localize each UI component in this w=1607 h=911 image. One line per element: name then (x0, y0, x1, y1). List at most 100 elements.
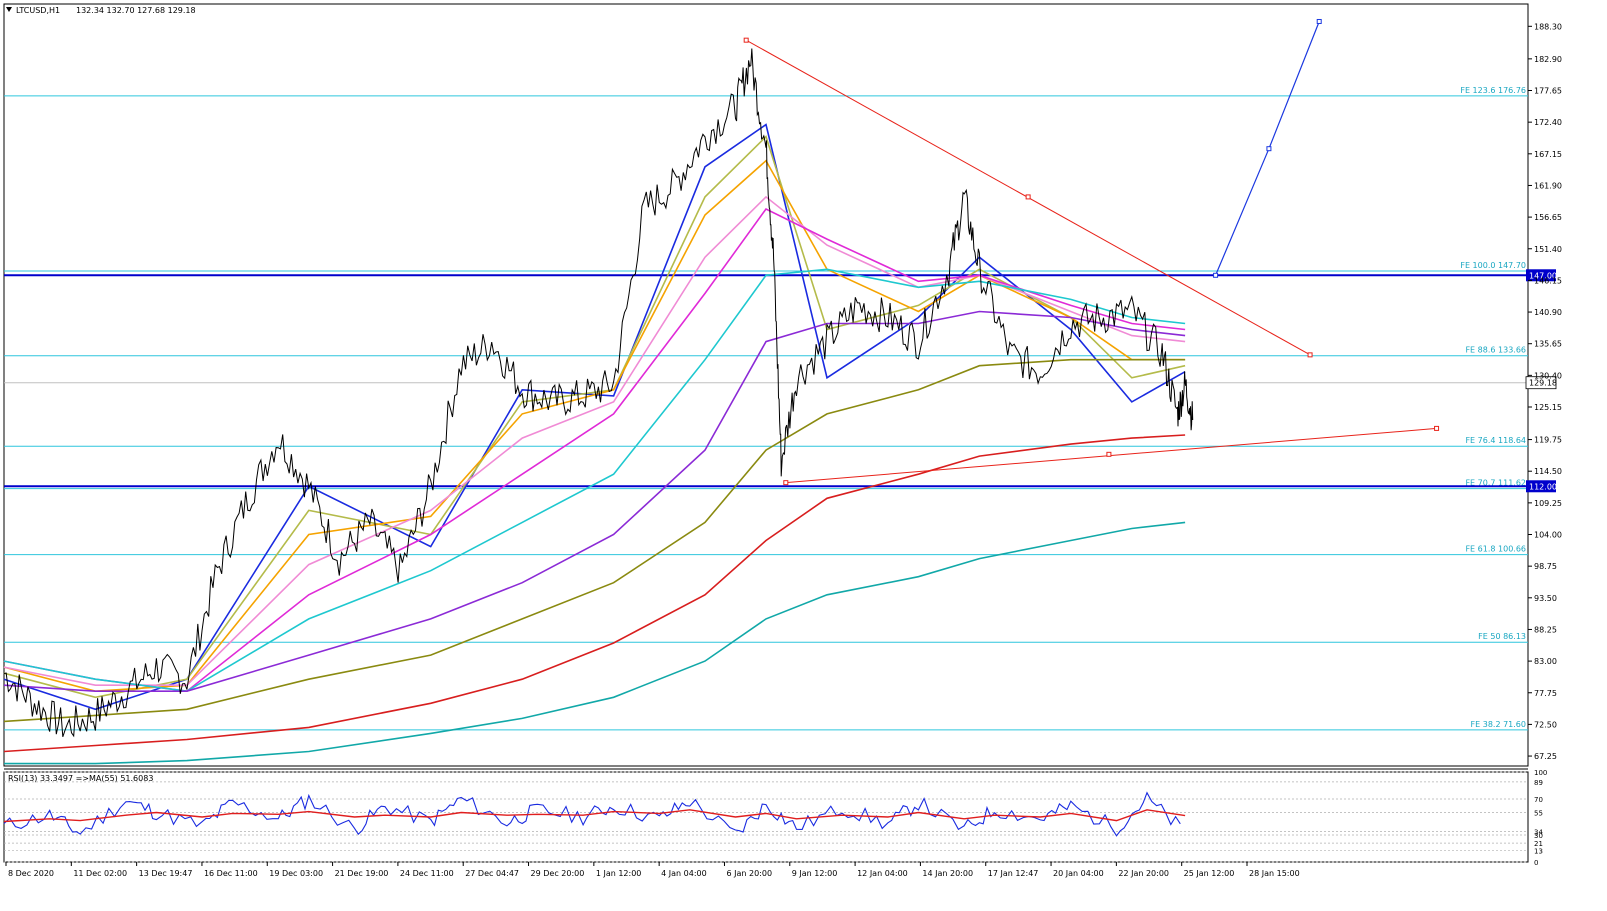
price-tick-label: 182.90 (1534, 55, 1562, 64)
price-tick-label: 130.40 (1534, 371, 1562, 380)
rsi-frame (3, 771, 1529, 863)
price-tick-label: 135.65 (1534, 340, 1562, 349)
trendline-anchor (1106, 451, 1112, 457)
time-tick-label: 21 Dec 19:00 (335, 869, 389, 878)
trendline-anchor (1025, 194, 1031, 200)
horizontal-level-label: 147.00 (1529, 271, 1557, 280)
symbol-label: LTCUSD,H1 (16, 6, 60, 15)
price-tick-label: 161.90 (1534, 181, 1562, 190)
ma-cyan-line (3, 268, 1186, 693)
price-series (3, 48, 1194, 738)
rsi-tick-label: 34 (1534, 828, 1543, 836)
price-tick-label: 72.50 (1534, 720, 1557, 729)
price-tick-label: 93.50 (1534, 594, 1557, 603)
time-tick-label: 9 Jan 12:00 (792, 869, 838, 878)
time-tick-label: 20 Jan 04:00 (1053, 869, 1104, 878)
rsi-tick-label: 89 (1534, 779, 1543, 787)
time-tick-label: 25 Jan 12:00 (1184, 869, 1235, 878)
fib-level-label: FE 88.6 133.66 (1465, 346, 1526, 355)
time-axis: 8 Dec 2020 11 Dec 02:00 13 Dec 19:47 16 Dec… (5, 862, 1300, 878)
moving-averages (3, 123, 1186, 765)
price-tick-label: 104.00 (1534, 531, 1562, 540)
price-tick-label: 177.65 (1534, 87, 1562, 96)
price-tick-label: 167.15 (1534, 150, 1562, 159)
ma-teal-line (4, 521, 1186, 765)
ma-red-line (3, 434, 1186, 753)
chart-header: LTCUSD,H1 132.34 132.70 127.68 129.18 (6, 6, 196, 15)
current-price-label: 129.18 (1529, 379, 1557, 388)
fib-level-label: FE 50 86.13 (1478, 632, 1526, 641)
ma-yellowgreen-line (3, 135, 1186, 699)
rsi-tick-label: 13 (1534, 847, 1543, 855)
time-tick-label: 14 Jan 20:00 (922, 869, 973, 878)
time-tick-label: 12 Jan 04:00 (857, 869, 908, 878)
rsi-tick-label: 55 (1534, 810, 1543, 818)
ma-magenta-line (3, 207, 1186, 693)
time-tick-label: 19 Dec 03:00 (269, 869, 323, 878)
price-tick-label: 119.75 (1534, 436, 1562, 445)
horizontal-level-tag (1526, 480, 1556, 493)
main-frame (3, 3, 1529, 767)
price-tick-label: 188.30 (1534, 22, 1562, 31)
time-tick-label: 27 Dec 04:47 (465, 869, 519, 878)
fibonacci-levels: FE 123.6 176.76 FE 100.0 147.70 FE 88.6 13… (4, 86, 1557, 731)
trendline-anchor (1434, 425, 1440, 431)
ohlc-readout: 132.34 132.70 127.68 129.18 (76, 6, 196, 15)
price-tick-label: 109.25 (1534, 499, 1562, 508)
trendline-anchor (783, 480, 789, 486)
fib-level-label: FE 100.0 147.70 (1460, 261, 1526, 270)
projection-anchor (1316, 18, 1322, 24)
price-tick-label: 156.65 (1534, 213, 1562, 222)
rsi-tick-label: 100 (1534, 769, 1547, 777)
projection-anchor (1266, 146, 1272, 152)
time-tick-label: 17 Jan 12:47 (988, 869, 1039, 878)
horizontal-level-label: 112.00 (1529, 482, 1557, 491)
price-axis: 188.30 182.90 177.65 172.40 167.15 161.90 156.… (1528, 22, 1562, 761)
rsi-tick-label: 21 (1534, 840, 1543, 848)
price-tick-label: 77.75 (1534, 689, 1557, 698)
fib-level-label: FE 38.2 71.60 (1471, 720, 1526, 729)
time-tick-label: 8 Dec 2020 (8, 869, 54, 878)
time-tick-label: 11 Dec 02:00 (73, 869, 127, 878)
price-tick-label: 146.15 (1534, 276, 1562, 285)
rsi-tick-label: 70 (1534, 796, 1543, 804)
time-tick-label: 4 Jan 04:00 (661, 869, 707, 878)
fib-level-label: FE 70.7 111.62 (1465, 479, 1526, 488)
time-tick-label: 29 Dec 20:00 (531, 869, 585, 878)
time-tick-label: 16 Dec 11:00 (204, 869, 258, 878)
time-tick-label: 22 Jan 20:00 (1118, 869, 1169, 878)
price-tick-label: 83.00 (1534, 657, 1557, 666)
rsi-label: RSI(13) 33.3497 =>MA(55) 51.6083 (8, 774, 153, 783)
time-tick-label: 28 Jan 15:00 (1249, 869, 1300, 878)
trendline-anchor (1307, 352, 1313, 358)
price-tick-label: 172.40 (1534, 118, 1562, 127)
price-tick-label: 125.15 (1534, 403, 1562, 412)
rsi-line (3, 791, 1181, 837)
price-tick-label: 98.75 (1534, 562, 1557, 571)
collapse-triangle-icon (6, 7, 12, 12)
rsi-tick-label: 30 (1534, 832, 1543, 840)
time-tick-label: 1 Jan 12:00 (596, 869, 642, 878)
fib-level-label: FE 123.6 176.76 (1460, 86, 1526, 95)
price-tick-label: 140.90 (1534, 308, 1562, 317)
ma-olive-line (3, 358, 1186, 723)
fib-level-label: FE 61.8 100.66 (1465, 545, 1526, 554)
price-line (3, 48, 1194, 738)
trendline-anchor (743, 37, 749, 43)
time-tick-label: 6 Jan 20:00 (726, 869, 772, 878)
time-tick-label: 24 Dec 11:00 (400, 869, 454, 878)
current-price-tag (1525, 376, 1557, 390)
price-tick-label: 67.25 (1534, 752, 1557, 761)
horizontal-level-tag (1526, 269, 1556, 282)
drawn-objects (743, 18, 1440, 486)
ma-purple-line (3, 310, 1186, 692)
time-tick-label: 13 Dec 19:47 (139, 869, 193, 878)
ma-blue-line (3, 123, 1186, 711)
rsi-ma-line (3, 809, 1186, 823)
ma-pink-line (3, 195, 1186, 686)
price-grid (3, 3, 1529, 863)
price-tick-label: 114.50 (1534, 467, 1562, 476)
